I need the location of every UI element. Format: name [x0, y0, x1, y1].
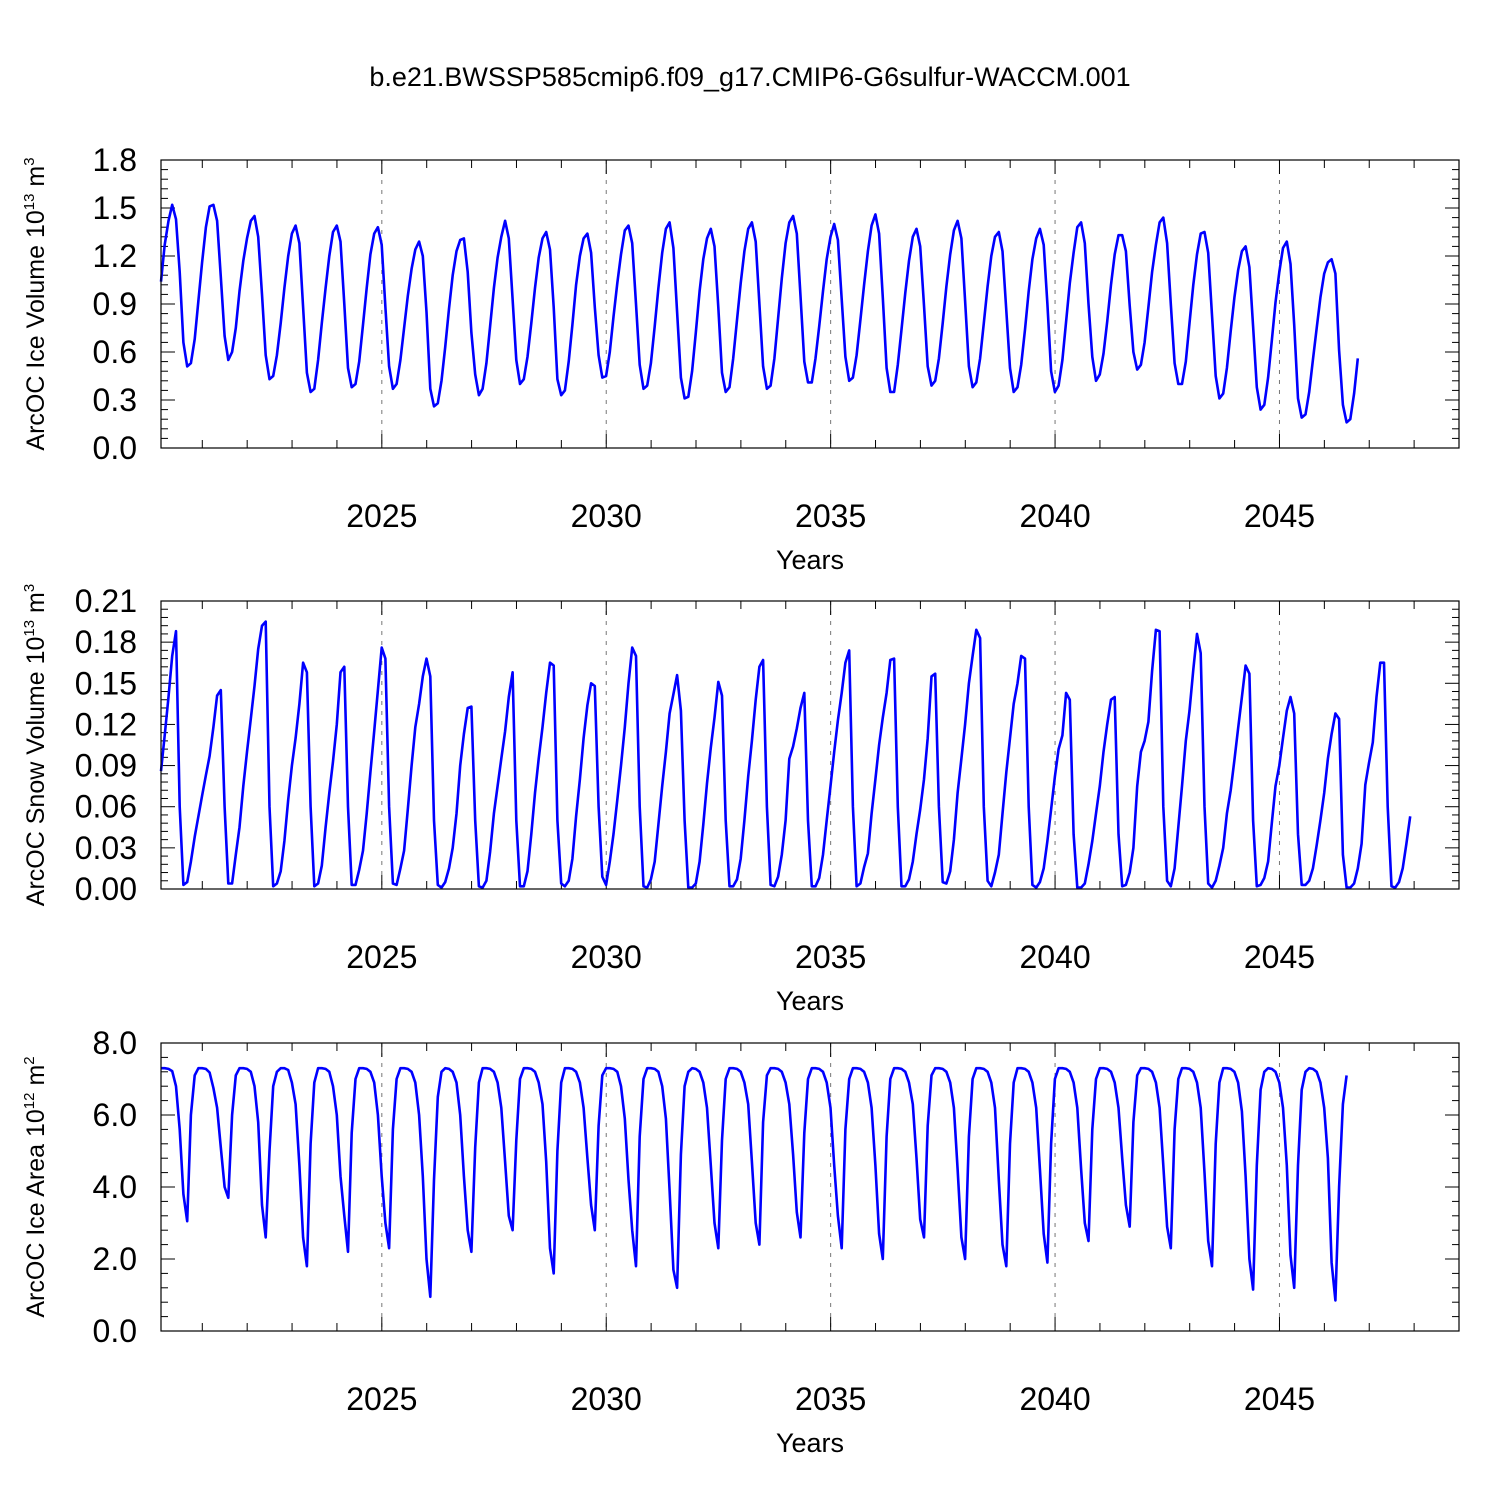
figure-title: b.e21.BWSSP585cmip6.f09_g17.CMIP6-G6sulf… — [369, 62, 1131, 92]
y-tick-label: 0.06 — [75, 789, 137, 825]
y-tick-label: 2.0 — [93, 1241, 137, 1277]
x-tick-label: 2025 — [346, 498, 417, 534]
plot-frame — [160, 159, 1460, 449]
series-line — [159, 620, 1412, 889]
series-line — [161, 1066, 1348, 1302]
y-axis-label: ArcOC Snow Volume 1013 m3 — [21, 584, 50, 906]
x-axis-label: Years — [776, 986, 844, 1016]
x-tick-label: 2030 — [571, 498, 642, 534]
y-tick-label: 1.8 — [93, 142, 137, 178]
chart-panel-1: 0.0 0.3 0.6 0.9 1.2 1.5 1.8 2025 2030 2035 2040 204… — [21, 142, 1460, 575]
x-tick-label: 2045 — [1244, 498, 1315, 534]
chart-panel-2: 0.00 0.03 0.06 0.09 0.12 0.15 0.18 0.21 2025 2030… — [21, 583, 1460, 1016]
x-axis-label: Years — [776, 1428, 844, 1458]
plot-frame — [160, 1042, 1460, 1332]
x-tick-label: 2045 — [1244, 939, 1315, 975]
y-tick-label: 0.6 — [93, 334, 137, 370]
x-tick-label: 2025 — [346, 1381, 417, 1417]
x-tick-label: 2035 — [795, 498, 866, 534]
y-tick-label: 0.00 — [75, 871, 137, 907]
x-tick-label: 2045 — [1244, 1381, 1315, 1417]
x-tick-label: 2040 — [1019, 1381, 1090, 1417]
series-line — [159, 203, 1360, 424]
y-tick-label: 0.09 — [75, 748, 137, 784]
y-tick-label: 8.0 — [93, 1025, 137, 1061]
y-tick-label: 4.0 — [93, 1169, 137, 1205]
y-tick-label: 0.0 — [93, 430, 137, 466]
x-axis-label: Years — [776, 545, 844, 575]
y-axis-label: ArcOC Ice Volume 1013 m3 — [21, 157, 50, 450]
y-tick-label: 0.21 — [75, 583, 137, 619]
x-tick-label: 2025 — [346, 939, 417, 975]
y-tick-label: 1.2 — [93, 238, 137, 274]
y-tick-label: 0.18 — [75, 624, 137, 660]
plot-frame — [160, 600, 1460, 890]
chart-panel-3: 0.0 2.0 4.0 6.0 8.0 2025 2030 2035 2040 2045 Years… — [21, 1025, 1460, 1458]
y-tick-label: 0.12 — [75, 706, 137, 742]
y-tick-label: 1.5 — [93, 190, 137, 226]
y-tick-label: 0.0 — [93, 1313, 137, 1349]
x-tick-label: 2040 — [1019, 498, 1090, 534]
y-axis-label: ArcOC Ice Area 1012 m2 — [21, 1056, 50, 1317]
y-tick-label: 0.15 — [75, 665, 137, 701]
y-tick-label: 0.3 — [93, 382, 137, 418]
x-tick-label: 2030 — [571, 939, 642, 975]
x-tick-label: 2040 — [1019, 939, 1090, 975]
x-tick-label: 2030 — [571, 1381, 642, 1417]
y-tick-label: 0.03 — [75, 830, 137, 866]
y-tick-label: 0.9 — [93, 286, 137, 322]
x-tick-label: 2035 — [795, 1381, 866, 1417]
y-tick-label: 6.0 — [93, 1097, 137, 1133]
x-tick-label: 2035 — [795, 939, 866, 975]
